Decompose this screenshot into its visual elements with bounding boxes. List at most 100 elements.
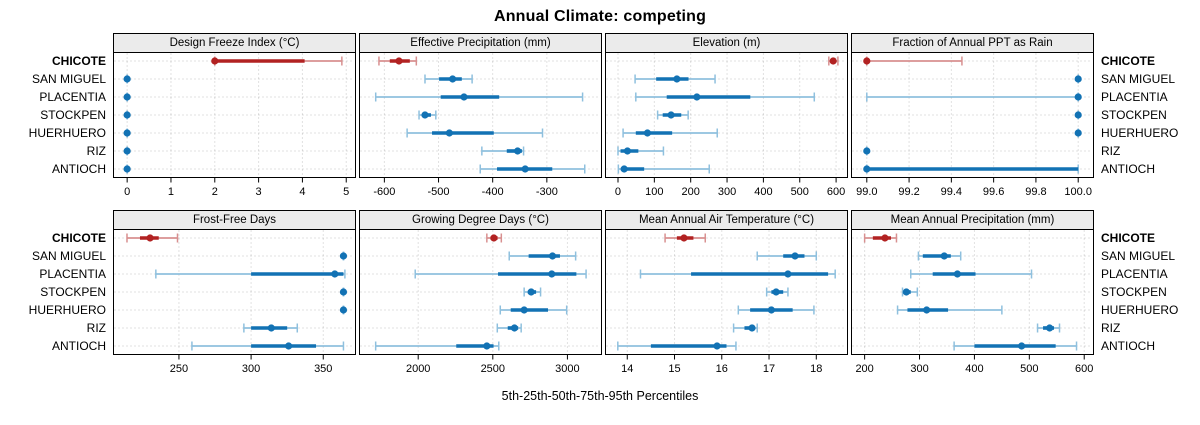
site-label-right: RIZ xyxy=(1101,144,1121,158)
percentile-marker-san-miguel xyxy=(756,251,818,261)
median-dot xyxy=(339,252,348,260)
percentile-marker-san-miguel xyxy=(339,251,348,261)
median-dot xyxy=(520,306,528,314)
site-label-left: RIZ xyxy=(86,144,106,158)
panel-frost-free-days: Frost-Free Days 250 300 350 xyxy=(113,210,356,379)
median-dot xyxy=(1074,111,1082,119)
median-dot xyxy=(123,93,131,101)
x-tick-label: 4 xyxy=(299,186,305,198)
median-dot xyxy=(483,342,491,350)
x-tick-label: -600 xyxy=(373,186,395,198)
median-dot xyxy=(1018,342,1026,350)
site-label-left: HUERHUERO xyxy=(28,303,106,317)
site-label-left: STOCKPEN xyxy=(40,285,106,299)
x-tick-label: 250 xyxy=(170,363,188,375)
median-dot xyxy=(548,252,557,260)
x-tick-label: 2000 xyxy=(406,363,430,375)
x-tick-label: 600 xyxy=(827,186,845,198)
median-dot xyxy=(123,165,131,173)
median-dot xyxy=(285,342,293,350)
percentile-marker-huerhuero xyxy=(1074,128,1082,138)
x-tick-label: 300 xyxy=(718,186,736,198)
x-tick-label: 17 xyxy=(763,363,775,375)
percentile-marker-antioch xyxy=(863,164,1079,174)
x-tick-label: 5 xyxy=(343,186,349,198)
site-label-right: STOCKPEN xyxy=(1101,108,1167,122)
percentile-marker-stockpen xyxy=(418,110,437,120)
median-dot xyxy=(123,147,131,155)
median-dot xyxy=(339,288,348,296)
percentile-marker-huerhuero xyxy=(339,305,348,315)
site-label-right: CHICOTE xyxy=(1101,231,1155,245)
x-tick-label: 0 xyxy=(124,186,130,198)
site-label-left: SAN MIGUEL xyxy=(31,72,106,86)
percentile-marker-stockpen xyxy=(901,287,919,297)
panel-strip-title: Elevation (m) xyxy=(605,33,848,52)
site-label-right: PLACENTIA xyxy=(1101,267,1168,281)
percentile-marker-riz xyxy=(123,146,131,156)
median-dot xyxy=(421,111,429,119)
plot-area: 2000 2500 3000 xyxy=(359,229,602,375)
site-label-right: HUERHUERO xyxy=(1101,126,1179,140)
panel-strip-title: Frost-Free Days xyxy=(113,210,356,229)
site-labels-left: CHICOTE SAN MIGUEL PLACENTIA STOCKPEN HUERHU… xyxy=(0,210,113,379)
median-dot xyxy=(548,270,556,278)
median-dot xyxy=(123,75,131,83)
chart-title: Annual Climate: competing xyxy=(493,8,707,25)
percentile-marker-stockpen xyxy=(523,287,542,297)
x-tick-label: 99.4 xyxy=(941,186,962,198)
x-tick-label: -300 xyxy=(536,186,558,198)
percentile-marker-san-miguel xyxy=(634,74,716,84)
median-dot xyxy=(940,252,948,260)
median-dot xyxy=(211,57,219,65)
median-dot xyxy=(829,57,837,65)
median-dot xyxy=(513,147,522,155)
median-dot xyxy=(748,324,756,332)
site-label-right: CHICOTE xyxy=(1101,54,1155,68)
median-dot xyxy=(460,93,468,101)
percentile-marker-stockpen xyxy=(656,110,689,120)
site-label-right: SAN MIGUEL xyxy=(1101,249,1176,263)
x-tick-label: 99.6 xyxy=(983,186,1004,198)
x-tick-label: 14 xyxy=(621,363,633,375)
median-dot xyxy=(339,306,348,314)
panel-strip-title: Fraction of Annual PPT as Rain xyxy=(851,33,1094,52)
percentile-marker-antioch xyxy=(374,341,500,351)
site-label-left: ANTIOCH xyxy=(52,162,106,176)
x-tick-label: -500 xyxy=(428,186,450,198)
median-dot xyxy=(1046,324,1054,332)
median-dot xyxy=(1074,75,1082,83)
panel-row-bottom: CHICOTE SAN MIGUEL PLACENTIA STOCKPEN HUERHU… xyxy=(0,210,1200,379)
percentile-marker-chicote xyxy=(863,233,898,243)
panel-growing-degree-days-c: Growing Degree Days (°C) 2000 2500 3000 xyxy=(359,210,602,379)
percentile-marker-riz xyxy=(863,146,871,156)
percentile-marker-huerhuero xyxy=(499,305,568,315)
median-dot xyxy=(445,129,453,137)
percentile-marker-placentia xyxy=(123,92,131,102)
percentile-marker-huerhuero xyxy=(622,128,718,138)
plot-area: 14 15 16 17 18 xyxy=(605,229,848,375)
plot-area: 250 300 350 xyxy=(113,229,356,375)
percentile-marker-san-miguel xyxy=(424,74,473,84)
median-dot xyxy=(667,111,675,119)
median-dot xyxy=(784,270,792,278)
x-tick-label: 18 xyxy=(810,363,822,375)
percentile-marker-placentia xyxy=(414,269,587,279)
percentile-marker-stockpen xyxy=(123,110,131,120)
x-tick-label: 600 xyxy=(1075,363,1093,375)
median-dot xyxy=(680,234,688,242)
median-dot xyxy=(521,165,529,173)
median-dot xyxy=(713,342,721,350)
site-label-left: PLACENTIA xyxy=(39,90,106,104)
percentile-marker-placentia xyxy=(639,269,836,279)
percentile-marker-stockpen xyxy=(1074,110,1082,120)
percentile-marker-chicote xyxy=(211,56,343,66)
panel-strip-title: Mean Annual Air Temperature (°C) xyxy=(605,210,848,229)
site-label-left: STOCKPEN xyxy=(40,108,106,122)
x-tick-label: 400 xyxy=(754,186,772,198)
median-dot xyxy=(449,75,457,83)
percentile-marker-riz xyxy=(732,323,758,333)
x-tick-label: 2 xyxy=(212,186,218,198)
median-dot xyxy=(693,93,701,101)
median-dot xyxy=(510,324,519,332)
